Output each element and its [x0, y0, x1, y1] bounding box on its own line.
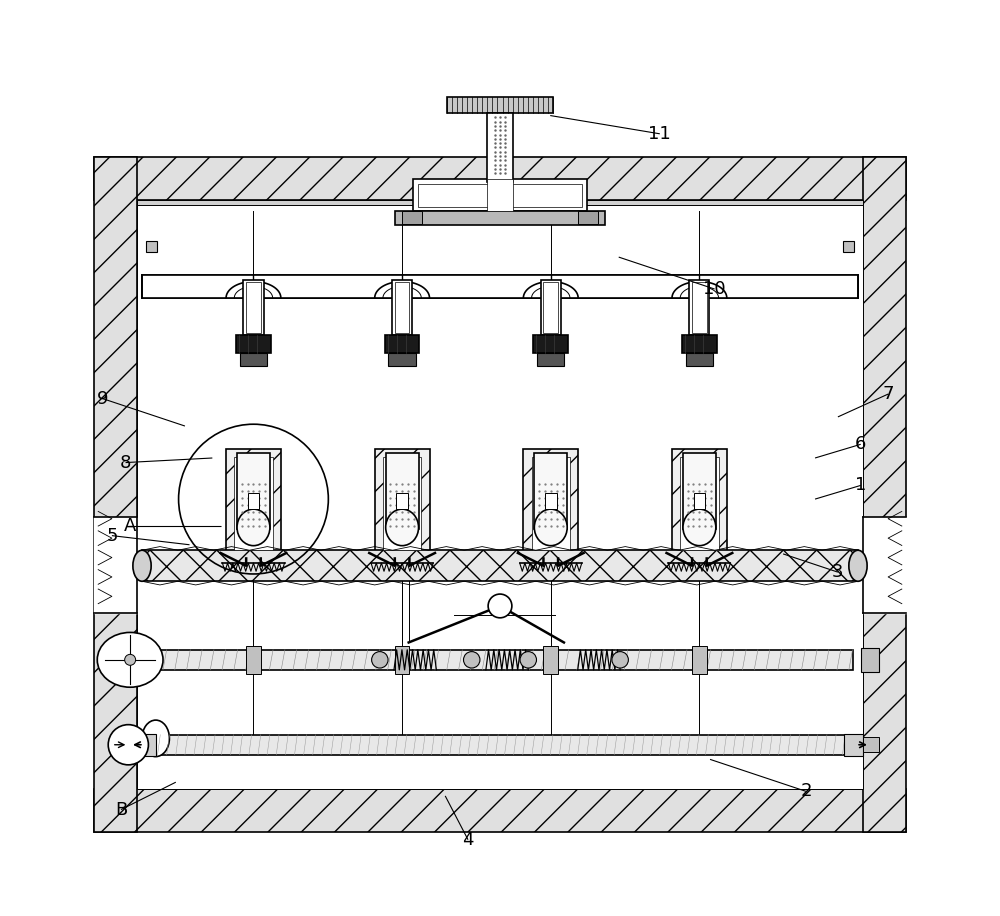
Bar: [543, 282, 558, 333]
Bar: [94, 157, 906, 201]
Circle shape: [488, 594, 512, 617]
Bar: [541, 280, 561, 334]
Bar: [861, 648, 879, 671]
Bar: [534, 453, 567, 529]
Bar: [447, 97, 553, 113]
Bar: [243, 280, 264, 334]
Bar: [137, 201, 863, 205]
Bar: [137, 734, 156, 756]
Text: 8: 8: [120, 453, 131, 472]
Bar: [692, 282, 707, 333]
Bar: [375, 449, 430, 559]
Bar: [418, 184, 582, 207]
Text: 7: 7: [882, 385, 894, 403]
Bar: [402, 212, 422, 224]
Bar: [545, 493, 557, 509]
Ellipse shape: [133, 551, 151, 582]
Bar: [413, 180, 587, 212]
Bar: [487, 180, 513, 212]
Ellipse shape: [849, 551, 867, 582]
Bar: [385, 334, 419, 353]
Bar: [487, 113, 513, 182]
Circle shape: [464, 651, 480, 668]
Bar: [142, 276, 858, 298]
Bar: [843, 241, 854, 252]
Circle shape: [125, 654, 136, 665]
Circle shape: [372, 651, 388, 668]
Bar: [395, 211, 605, 225]
Bar: [248, 493, 259, 509]
Bar: [142, 276, 858, 298]
Text: 1: 1: [855, 476, 866, 495]
Ellipse shape: [237, 509, 270, 546]
Text: 9: 9: [97, 389, 108, 408]
Circle shape: [108, 725, 148, 765]
Bar: [94, 789, 906, 833]
Bar: [147, 649, 853, 670]
Ellipse shape: [534, 509, 567, 546]
Ellipse shape: [386, 509, 419, 546]
Bar: [694, 493, 705, 509]
Bar: [532, 457, 570, 551]
Bar: [234, 457, 273, 551]
Bar: [686, 353, 713, 365]
Text: 4: 4: [462, 831, 474, 849]
Bar: [134, 652, 143, 667]
Bar: [94, 157, 137, 833]
Bar: [523, 449, 578, 559]
Bar: [863, 157, 906, 833]
Bar: [692, 646, 707, 673]
Bar: [240, 353, 267, 365]
Text: 6: 6: [855, 435, 866, 453]
Bar: [844, 734, 863, 756]
Text: 5: 5: [106, 527, 118, 545]
Ellipse shape: [142, 720, 169, 757]
Circle shape: [612, 651, 628, 668]
Circle shape: [520, 651, 536, 668]
Bar: [578, 212, 598, 224]
Bar: [863, 737, 879, 752]
Bar: [395, 282, 409, 333]
Text: 3: 3: [832, 563, 844, 581]
Bar: [672, 449, 727, 559]
Text: B: B: [115, 801, 127, 819]
Bar: [388, 353, 416, 365]
Bar: [537, 353, 564, 365]
Bar: [683, 453, 716, 529]
Bar: [396, 493, 408, 509]
Text: A: A: [124, 518, 136, 536]
Bar: [383, 457, 421, 551]
Bar: [142, 551, 858, 582]
Bar: [682, 334, 717, 353]
Bar: [246, 646, 261, 673]
Text: 10: 10: [703, 280, 726, 298]
Bar: [236, 334, 271, 353]
Bar: [680, 457, 719, 551]
Bar: [543, 646, 558, 673]
Polygon shape: [94, 517, 137, 613]
Bar: [689, 280, 709, 334]
Bar: [137, 201, 863, 789]
Text: 11: 11: [648, 125, 671, 143]
Bar: [533, 334, 568, 353]
Ellipse shape: [683, 509, 716, 546]
Bar: [386, 453, 419, 529]
Bar: [226, 449, 281, 559]
Polygon shape: [863, 517, 906, 613]
Bar: [392, 280, 412, 334]
Bar: [246, 282, 261, 333]
Bar: [139, 735, 861, 755]
Bar: [237, 453, 270, 529]
Ellipse shape: [97, 632, 163, 687]
Bar: [146, 241, 157, 252]
Bar: [395, 646, 409, 673]
Text: 2: 2: [800, 782, 812, 801]
